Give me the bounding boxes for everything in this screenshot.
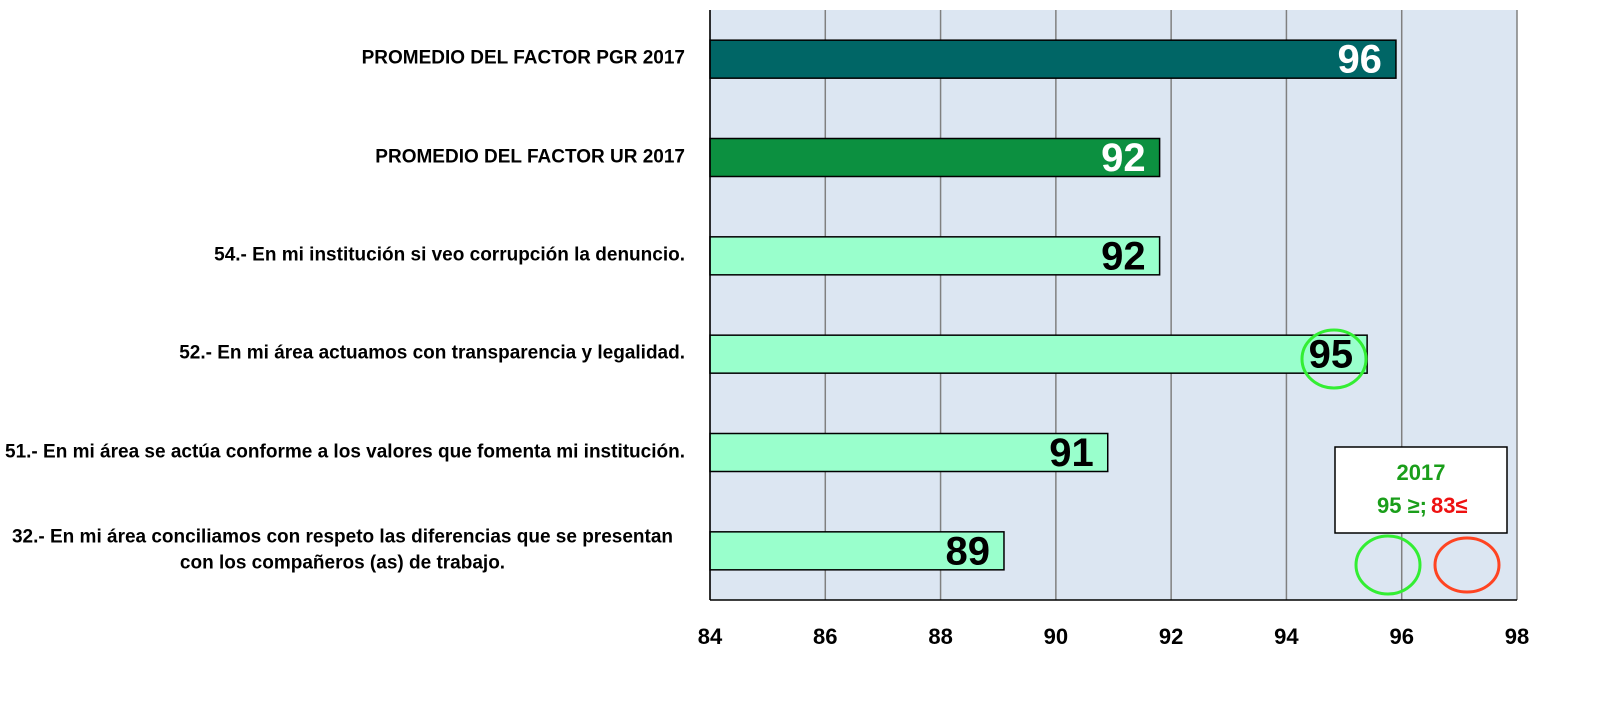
bar xyxy=(709,236,1161,276)
x-tick-label: 88 xyxy=(928,624,952,649)
y-tick-label: 52.- En mi área actuamos con transparenc… xyxy=(179,342,685,364)
bad-circle xyxy=(1433,536,1501,594)
legend-good: 95 ≥; xyxy=(1377,493,1427,518)
good-circle xyxy=(1354,534,1422,596)
legend-box xyxy=(1334,446,1508,534)
x-tick-label: 98 xyxy=(1505,624,1529,649)
data-label: 96 xyxy=(1337,38,1382,82)
bar xyxy=(709,137,1161,178)
y-tick-label: 32.- En mi área conciliamos con respeto … xyxy=(11,526,674,574)
y-tick-label: 51.- En mi área se actúa conforme a los … xyxy=(5,441,685,463)
data-label: 89 xyxy=(945,529,990,573)
y-tick-label: PROMEDIO DEL FACTOR UR 2017 xyxy=(375,146,685,168)
data-label: 91 xyxy=(1049,431,1094,475)
legend-bad: 83≤ xyxy=(1431,493,1468,518)
x-tick-label: 86 xyxy=(813,624,837,649)
x-tick-label: 92 xyxy=(1159,624,1183,649)
y-tick-label: PROMEDIO DEL FACTOR PGR 2017 xyxy=(361,47,685,69)
data-label: 92 xyxy=(1101,136,1146,180)
bar xyxy=(709,531,1005,571)
x-tick-label: 94 xyxy=(1274,624,1299,649)
data-label: 95 xyxy=(1309,333,1354,377)
bar xyxy=(709,432,1109,473)
bar xyxy=(709,334,1368,374)
highlight-circle xyxy=(1300,328,1368,390)
legend-title: 2017 xyxy=(1397,460,1446,485)
x-tick-label: 96 xyxy=(1389,624,1413,649)
bar xyxy=(709,39,1397,79)
x-tick-label: 84 xyxy=(698,624,723,649)
data-label: 92 xyxy=(1101,234,1146,278)
x-tick-label: 90 xyxy=(1044,624,1068,649)
y-tick-label: 54.- En mi institución si veo corrupción… xyxy=(214,244,685,266)
